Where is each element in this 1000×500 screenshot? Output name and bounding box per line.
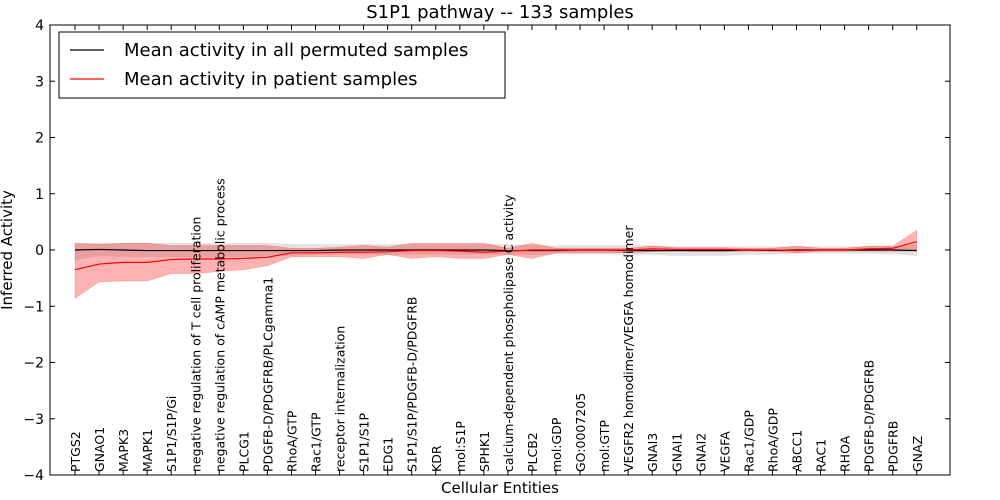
y-tick-label: 0 <box>35 243 44 259</box>
y-tick-label: 2 <box>35 131 44 147</box>
legend-label-2: Mean activity in patient samples <box>124 69 418 90</box>
x-tick-label: GNAI2 <box>693 433 708 472</box>
confidence-band-2 <box>74 229 917 299</box>
legend: Mean activity in all permuted samples Mea… <box>58 31 506 99</box>
x-tick-label: receptor internalization <box>333 326 348 472</box>
x-tick-label: negative regulation of T cell proliferat… <box>188 217 203 472</box>
x-tick-label: VEGFA <box>717 431 732 472</box>
y-tick-label: −2 <box>23 356 44 372</box>
x-tick-label: ABCC1 <box>790 430 805 472</box>
y-tick-label: 3 <box>35 74 44 90</box>
x-tick-label: GNAO1 <box>92 427 107 472</box>
x-tick-label: PDGFB-D/PDGFRB <box>862 360 877 472</box>
y-tick-label: −4 <box>23 468 44 484</box>
x-tick-label: mol:S1P <box>453 421 468 472</box>
x-tick-label: calcium-dependent phospholipase C activi… <box>501 194 516 472</box>
x-tick-label: GNAI3 <box>645 433 660 472</box>
x-tick-label: PDGFRB <box>886 421 901 472</box>
x-tick-label: PTGS2 <box>68 431 83 472</box>
y-tick-label: 1 <box>35 187 44 203</box>
x-tick-label: MAPK3 <box>116 429 131 472</box>
series-line-2 <box>74 240 917 271</box>
x-tick-label: S1P1/S1P <box>357 413 372 472</box>
legend-label-1: Mean activity in all permuted samples <box>124 40 468 61</box>
series-lines <box>74 240 917 271</box>
y-tick-label: −3 <box>23 412 44 428</box>
x-tick-label: PLCB2 <box>525 432 540 472</box>
x-tick-label: KDR <box>429 445 444 472</box>
x-tick-label: Rac1/GTP <box>309 412 324 472</box>
x-tick-label: VEGFR2 homodimer/VEGFA homodimer <box>621 225 636 472</box>
x-tick-label: RhoA/GTP <box>284 410 299 472</box>
legend-box <box>58 31 506 99</box>
x-tick-label: S1P1/S1P/PDGFB-D/PDGFRB <box>405 297 420 473</box>
y-tick-label: −1 <box>23 299 44 315</box>
x-tick-label: RhoA/GDP <box>765 408 780 472</box>
x-tick-label: PDGFB-D/PDGFRB/PLCgamma1 <box>260 277 275 472</box>
x-tick-label: mol:GTP <box>597 420 612 472</box>
plot-frame <box>49 24 951 476</box>
x-tick-label: negative regulation of cAMP metabolic pr… <box>212 178 227 472</box>
x-tick-label: GNAZ <box>910 436 925 472</box>
chart-title: S1P1 pathway -- 133 samples <box>366 2 634 23</box>
x-tick-label: RHOA <box>838 435 853 472</box>
x-tick-label: S1P1/S1P/Gi <box>164 396 179 472</box>
x-tick-label: Rac1/GDP <box>741 410 756 472</box>
y-tick-label: 4 <box>35 18 44 34</box>
y-axis-ticks: −4 −3 −2 −1 0 1 2 3 4 <box>23 18 950 484</box>
x-tick-label: EDG1 <box>381 437 396 472</box>
x-tick-label: SPHK1 <box>477 431 492 472</box>
y-axis-label: Inferred Activity <box>0 190 16 310</box>
x-axis-label: Cellular Entities <box>441 479 559 497</box>
x-tick-label: GO:0007205 <box>573 393 588 472</box>
x-tick-label: RAC1 <box>814 439 829 472</box>
x-tick-label: MAPK1 <box>140 429 155 472</box>
x-tick-label: PLCG1 <box>236 431 251 472</box>
x-axis-tick-labels: PTGS2 GNAO1 MAPK3 MAPK1 S1P1/S1P/Gi negative … <box>68 178 925 472</box>
x-axis-ticks <box>74 25 918 475</box>
x-tick-label: GNAI1 <box>669 433 684 472</box>
x-tick-label: mol:GDP <box>549 417 564 472</box>
